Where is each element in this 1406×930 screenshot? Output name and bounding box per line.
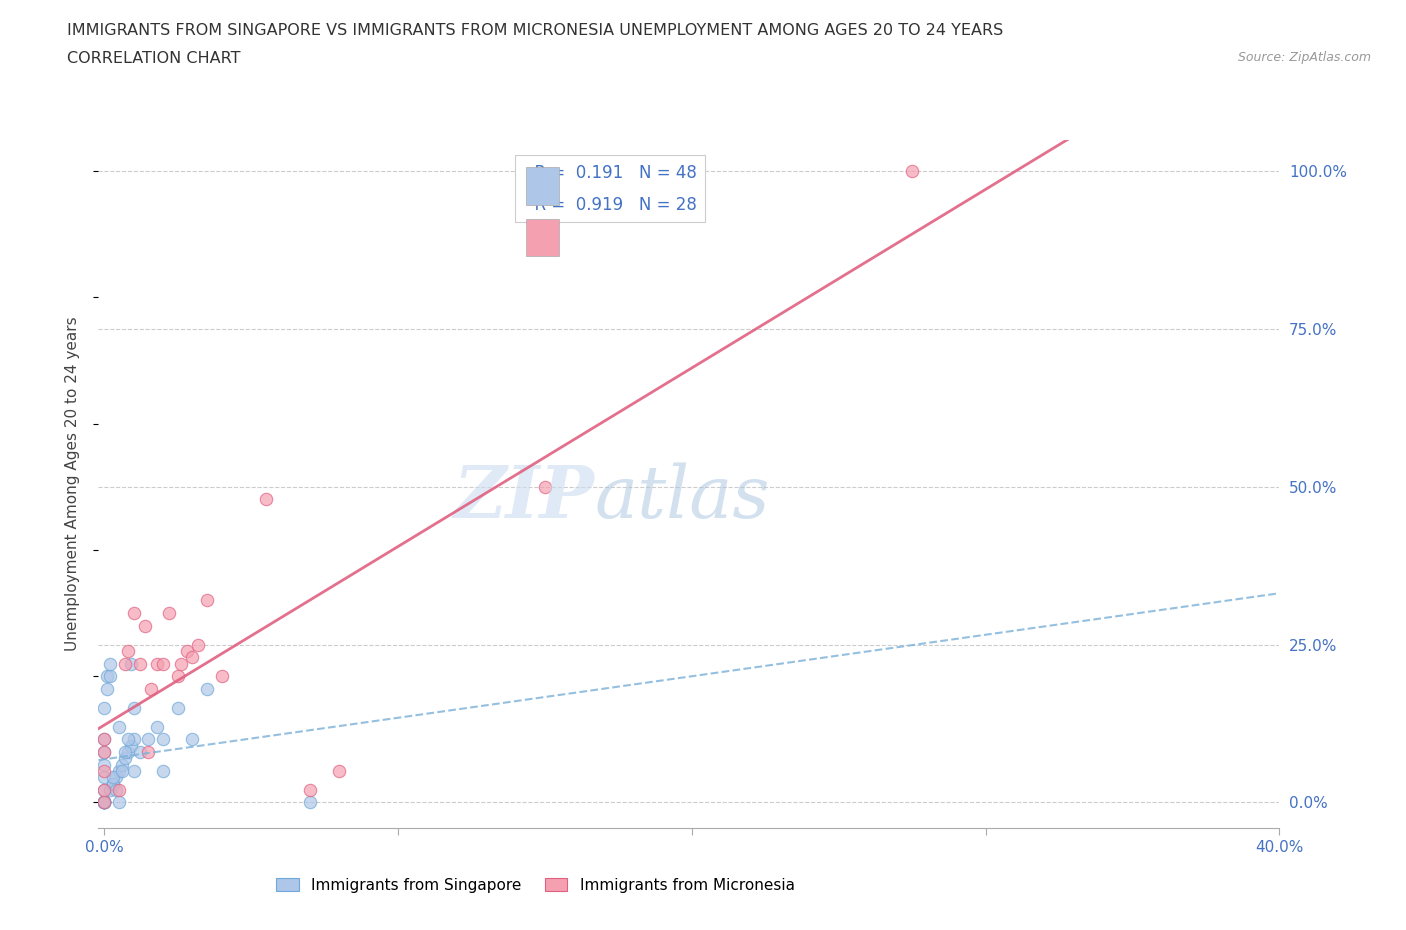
Point — [93, 795, 115, 810]
Text: R =  0.191   N = 48
  R =  0.919   N = 28: R = 0.191 N = 48 R = 0.919 N = 28 — [523, 164, 696, 214]
Text: CORRELATION CHART: CORRELATION CHART — [67, 51, 240, 66]
Point — [93, 795, 115, 810]
Point — [298, 782, 321, 797]
Point — [298, 795, 321, 810]
Point — [195, 593, 218, 608]
Point — [93, 795, 115, 810]
Point — [187, 637, 209, 652]
Point — [101, 776, 124, 790]
Point — [101, 776, 124, 790]
Point — [111, 764, 134, 778]
Point — [93, 795, 115, 810]
Point — [93, 795, 115, 810]
Point — [108, 795, 131, 810]
Point — [93, 770, 115, 785]
Text: atlas: atlas — [595, 462, 770, 533]
Point — [93, 782, 115, 797]
Point — [122, 605, 145, 620]
Point — [134, 618, 156, 633]
Point — [93, 795, 115, 810]
Point — [111, 757, 134, 772]
Point — [117, 732, 139, 747]
Point — [328, 764, 350, 778]
Point — [93, 782, 115, 797]
Y-axis label: Unemployment Among Ages 20 to 24 years: Unemployment Among Ages 20 to 24 years — [65, 316, 80, 651]
Point — [93, 795, 115, 810]
Point — [117, 745, 139, 760]
Point — [176, 644, 198, 658]
Point — [114, 751, 136, 765]
Point — [534, 479, 557, 494]
Point — [152, 764, 174, 778]
Point — [141, 682, 163, 697]
Point — [101, 770, 124, 785]
Point — [93, 757, 115, 772]
Point — [138, 732, 160, 747]
Point — [152, 656, 174, 671]
Point — [117, 644, 139, 658]
Point — [146, 719, 169, 734]
Point — [93, 795, 115, 810]
Text: IMMIGRANTS FROM SINGAPORE VS IMMIGRANTS FROM MICRONESIA UNEMPLOYMENT AMONG AGES : IMMIGRANTS FROM SINGAPORE VS IMMIGRANTS … — [67, 23, 1004, 38]
Point — [166, 669, 188, 684]
Text: ZIP: ZIP — [454, 462, 595, 533]
Point — [170, 656, 193, 671]
Point — [122, 764, 145, 778]
Point — [98, 669, 121, 684]
Point — [114, 656, 136, 671]
Point — [254, 492, 277, 507]
Point — [93, 795, 115, 810]
Point — [93, 732, 115, 747]
Point — [93, 732, 115, 747]
Point — [96, 682, 118, 697]
Point — [93, 745, 115, 760]
Point — [128, 656, 150, 671]
FancyBboxPatch shape — [526, 219, 560, 257]
FancyBboxPatch shape — [526, 167, 560, 205]
Point — [901, 164, 924, 179]
Point — [195, 682, 218, 697]
Legend: Immigrants from Singapore, Immigrants from Micronesia: Immigrants from Singapore, Immigrants fr… — [270, 872, 801, 899]
Point — [122, 732, 145, 747]
Point — [105, 782, 128, 797]
Point — [166, 700, 188, 715]
Point — [93, 700, 115, 715]
Point — [211, 669, 233, 684]
Point — [146, 656, 169, 671]
Text: Source: ZipAtlas.com: Source: ZipAtlas.com — [1237, 51, 1371, 64]
Point — [157, 605, 180, 620]
Point — [98, 782, 121, 797]
Point — [93, 795, 115, 810]
Point — [128, 745, 150, 760]
Point — [120, 656, 142, 671]
Point — [98, 656, 121, 671]
Point — [96, 669, 118, 684]
Point — [108, 764, 131, 778]
Point — [114, 745, 136, 760]
Point — [105, 770, 128, 785]
Point — [120, 738, 142, 753]
Point — [152, 732, 174, 747]
Point — [138, 745, 160, 760]
Point — [181, 650, 204, 665]
Point — [108, 782, 131, 797]
Point — [93, 745, 115, 760]
Point — [122, 700, 145, 715]
Point — [108, 719, 131, 734]
Point — [93, 764, 115, 778]
Point — [181, 732, 204, 747]
